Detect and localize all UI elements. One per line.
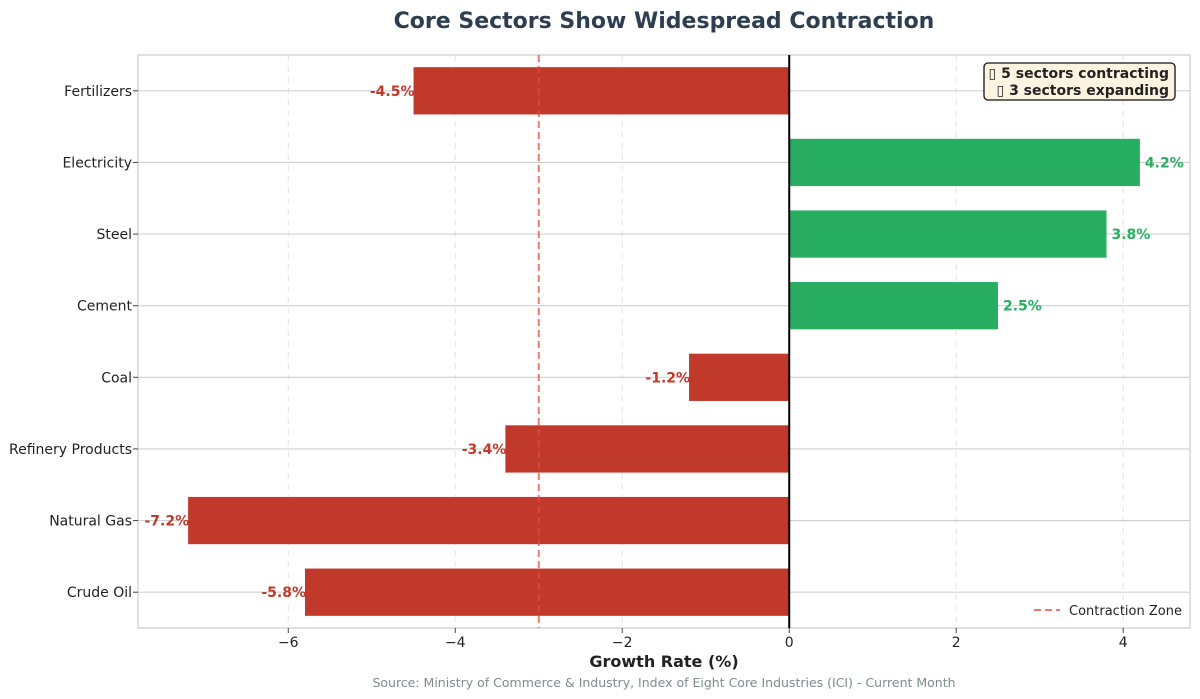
y-tick-label: Fertilizers	[64, 84, 132, 100]
x-tick-label: 4	[1119, 635, 1128, 651]
value-labels: -4.5% 4.2% 3.8% 2.5% -1.2% -3.4% -7.2% -5.8%	[144, 84, 1183, 601]
legend-label-contraction-zone: Contraction Zone	[1069, 604, 1182, 619]
y-tick-label: Refinery Products	[9, 442, 132, 458]
axes: −6 −4 −2 0 2 4 Fertilizers Electricity Steel Ceme…	[9, 55, 1128, 651]
annotation-background	[983, 62, 1176, 101]
bar-fertilizers	[413, 67, 790, 115]
bars	[188, 67, 1140, 616]
bar-cement	[789, 282, 998, 330]
x-axis-label: Growth Rate (%)	[589, 652, 738, 671]
data-label: 2.5%	[1003, 299, 1042, 315]
y-tick-label: Coal	[101, 370, 132, 386]
bar-natural-gas	[188, 496, 790, 545]
y-tick-label: Natural Gas	[49, 514, 132, 530]
y-tick-label: Cement	[77, 299, 133, 315]
annotation-box: ▯ 5 sectors contracting ▯ 3 sectors expa…	[983, 62, 1176, 101]
y-tick-label: Electricity	[62, 155, 132, 171]
x-tick-label: 2	[952, 635, 961, 651]
plot-frame	[137, 54, 1191, 629]
annotation-line-expanding: ▯ 3 sectors expanding	[996, 83, 1169, 99]
x-tick-label: −4	[445, 635, 466, 651]
x-tick-label: −6	[278, 635, 299, 651]
bar-coal	[689, 353, 790, 401]
data-label: 3.8%	[1112, 227, 1151, 243]
y-tick-label: Crude Oil	[67, 585, 132, 601]
data-label: 4.2%	[1145, 155, 1184, 171]
chart-title: Core Sectors Show Widespread Contraction	[394, 9, 935, 34]
bar-electricity	[789, 138, 1140, 187]
x-tick-label: 0	[785, 635, 794, 651]
data-label: -4.5%	[370, 84, 415, 100]
data-label: -1.2%	[645, 370, 690, 386]
bar-refinery-products	[505, 425, 790, 473]
legend: Contraction Zone	[1034, 604, 1182, 619]
source-note: Source: Ministry of Commerce & Industry,…	[372, 675, 955, 690]
annotation-line-contracting: ▯ 5 sectors contracting	[989, 66, 1169, 82]
y-tick-label: Steel	[97, 227, 133, 243]
bar-crude-oil	[304, 568, 790, 616]
data-label: -5.8%	[261, 585, 306, 601]
data-label: -7.2%	[144, 514, 189, 530]
x-tick-label: −2	[612, 635, 633, 651]
bar-steel	[789, 210, 1107, 258]
data-label: -3.4%	[462, 442, 507, 458]
